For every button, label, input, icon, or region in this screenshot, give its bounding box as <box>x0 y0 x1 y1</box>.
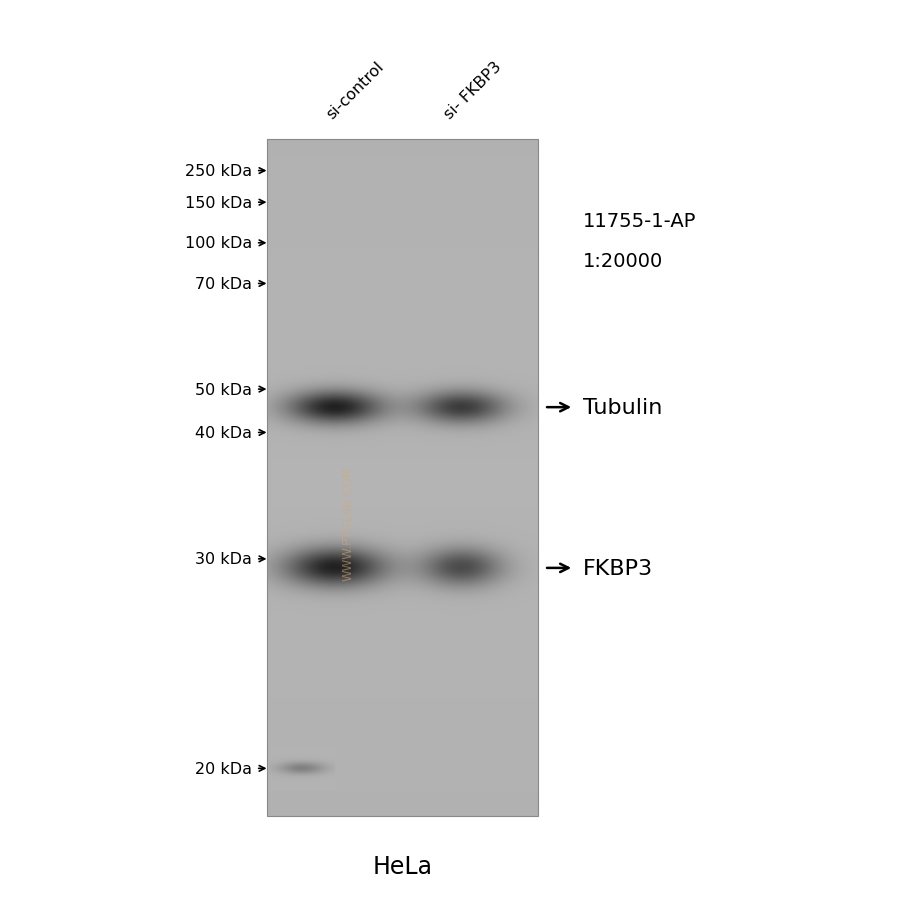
Bar <box>266 486 537 495</box>
Text: si- FKBP3: si- FKBP3 <box>441 59 504 122</box>
Bar <box>266 165 537 173</box>
Bar <box>266 250 537 258</box>
Bar <box>266 326 537 335</box>
Bar <box>266 410 537 419</box>
Bar <box>266 157 537 165</box>
Bar <box>266 283 537 292</box>
Bar <box>266 233 537 242</box>
Bar <box>266 579 537 588</box>
Text: 40 kDa: 40 kDa <box>195 426 252 440</box>
Bar <box>266 529 537 538</box>
Bar <box>266 308 537 318</box>
Bar <box>266 292 537 300</box>
Bar <box>266 621 537 630</box>
Bar <box>266 749 537 757</box>
Bar <box>266 300 537 308</box>
Bar <box>266 335 537 343</box>
Bar <box>266 538 537 546</box>
Bar <box>266 546 537 554</box>
Text: 70 kDa: 70 kDa <box>195 277 252 291</box>
Bar <box>266 766 537 774</box>
Bar <box>266 360 537 368</box>
Bar <box>266 419 537 428</box>
Bar <box>266 714 537 723</box>
Bar <box>266 368 537 377</box>
Bar <box>266 275 537 283</box>
Text: 50 kDa: 50 kDa <box>195 382 252 397</box>
Bar <box>266 723 537 732</box>
Text: si-control: si-control <box>323 59 386 122</box>
Bar <box>266 774 537 782</box>
Bar <box>266 554 537 563</box>
Text: 150 kDa: 150 kDa <box>185 196 252 210</box>
Bar <box>266 267 537 275</box>
Bar <box>266 588 537 596</box>
Bar <box>266 140 537 816</box>
Bar <box>266 173 537 182</box>
Bar <box>266 656 537 664</box>
Bar <box>266 648 537 656</box>
Text: Tubulin: Tubulin <box>582 398 662 418</box>
Bar <box>266 393 537 402</box>
Bar <box>266 495 537 503</box>
Bar <box>266 428 537 436</box>
Bar <box>266 258 537 267</box>
Bar <box>266 799 537 808</box>
Bar <box>266 444 537 453</box>
Bar <box>266 318 537 326</box>
Bar <box>266 402 537 410</box>
Bar <box>266 613 537 621</box>
Bar <box>266 782 537 791</box>
Bar <box>266 596 537 605</box>
Bar <box>266 808 537 816</box>
Bar <box>266 512 537 520</box>
Text: 250 kDa: 250 kDa <box>185 164 252 179</box>
Bar <box>266 385 537 393</box>
Bar <box>266 664 537 673</box>
Bar <box>266 630 537 639</box>
Text: WWW.PTGLAB.COM: WWW.PTGLAB.COM <box>341 465 354 581</box>
Bar <box>266 461 537 470</box>
Text: FKBP3: FKBP3 <box>582 558 653 578</box>
Text: 20 kDa: 20 kDa <box>195 761 252 776</box>
Bar <box>266 182 537 190</box>
Bar <box>266 741 537 749</box>
Bar <box>266 199 537 207</box>
Bar <box>266 639 537 648</box>
Bar <box>266 673 537 681</box>
Bar <box>266 571 537 579</box>
Bar <box>266 478 537 486</box>
Bar <box>266 225 537 233</box>
Text: 11755-1-AP: 11755-1-AP <box>582 211 695 231</box>
Bar <box>266 706 537 714</box>
Bar <box>266 343 537 351</box>
Bar <box>266 563 537 571</box>
Bar <box>266 207 537 216</box>
Text: HeLa: HeLa <box>372 854 432 878</box>
Bar <box>266 503 537 512</box>
Bar <box>266 681 537 689</box>
Bar <box>266 148 537 157</box>
Bar <box>266 698 537 706</box>
Bar <box>266 190 537 199</box>
Bar <box>266 453 537 461</box>
Bar <box>266 757 537 766</box>
Bar <box>266 520 537 529</box>
Bar <box>266 216 537 225</box>
Bar <box>266 140 537 148</box>
Text: 100 kDa: 100 kDa <box>185 236 252 251</box>
Bar <box>266 689 537 698</box>
Text: 30 kDa: 30 kDa <box>195 552 252 566</box>
Bar <box>266 605 537 613</box>
Bar <box>266 470 537 478</box>
Bar <box>266 791 537 799</box>
Bar <box>266 351 537 360</box>
Bar <box>266 377 537 385</box>
Bar <box>266 436 537 445</box>
Bar <box>266 241 537 250</box>
Text: 1:20000: 1:20000 <box>582 252 663 272</box>
Bar <box>266 732 537 741</box>
